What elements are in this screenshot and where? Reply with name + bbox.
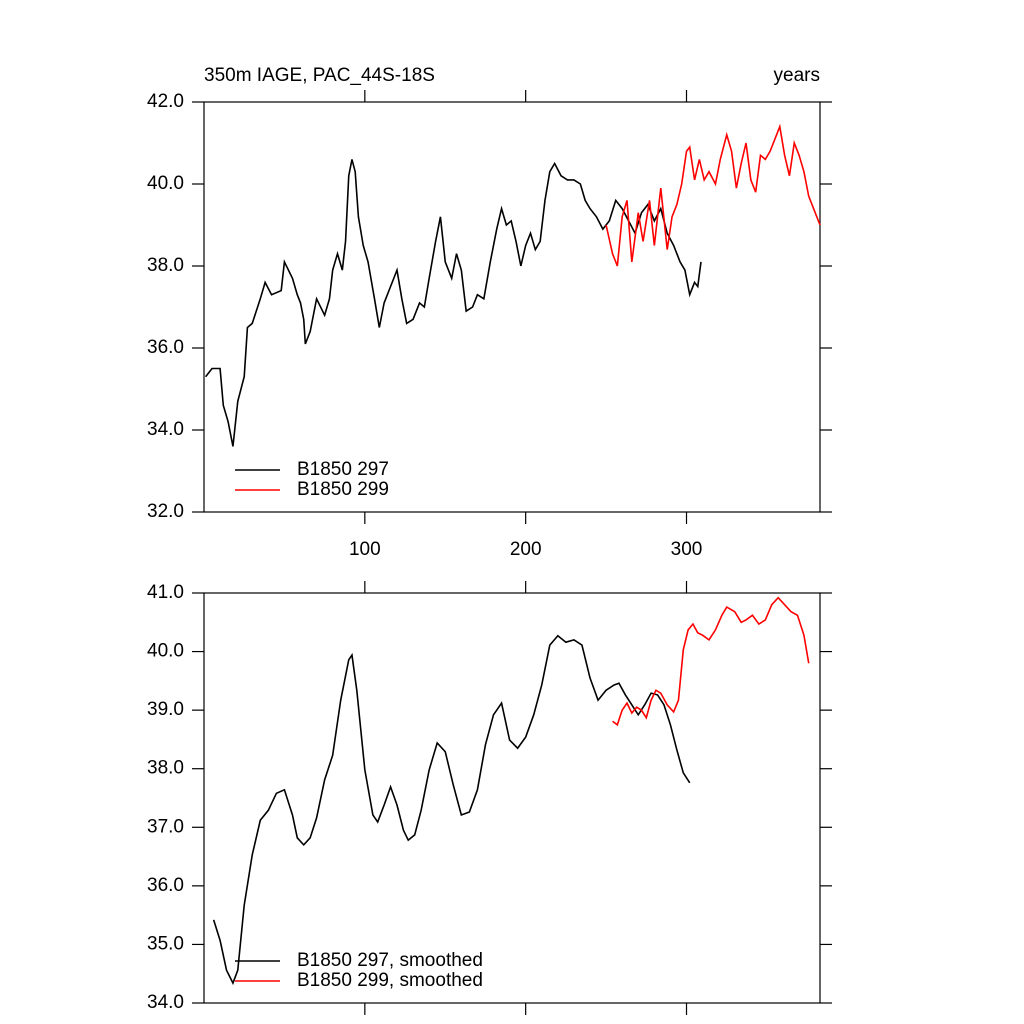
y-tick-label: 34.0 bbox=[147, 992, 184, 1013]
legend-label: B1850 299 bbox=[297, 479, 389, 500]
y-tick-label: 40.0 bbox=[147, 641, 184, 662]
y-tick-label: 41.0 bbox=[147, 582, 184, 603]
plot-frame bbox=[203, 101, 821, 513]
legend-label: B1850 297 bbox=[297, 459, 389, 480]
y-tick-label: 38.0 bbox=[147, 758, 184, 779]
chart-title-right: years bbox=[774, 65, 820, 86]
y-tick-label: 42.0 bbox=[147, 91, 184, 112]
x-tick-label: 300 bbox=[671, 539, 703, 560]
legend-label: B1850 299, smoothed bbox=[297, 970, 483, 991]
y-tick-label: 37.0 bbox=[147, 816, 184, 837]
x-tick-label: 200 bbox=[510, 539, 542, 560]
legend-label: B1850 297, smoothed bbox=[297, 950, 483, 971]
series-line bbox=[605, 123, 821, 267]
y-tick-label: 39.0 bbox=[147, 699, 184, 720]
x-tick-label: 100 bbox=[349, 539, 381, 560]
plot-frame bbox=[203, 592, 821, 1004]
y-tick-label: 34.0 bbox=[147, 419, 184, 440]
series-line bbox=[204, 159, 702, 447]
y-tick-label: 32.0 bbox=[147, 501, 184, 522]
chart-title: 350m IAGE, PAC_44S-18S bbox=[204, 65, 435, 86]
y-tick-label: 36.0 bbox=[147, 337, 184, 358]
y-tick-label: 36.0 bbox=[147, 875, 184, 896]
series-line bbox=[612, 596, 810, 727]
series-line bbox=[212, 634, 691, 986]
y-tick-label: 40.0 bbox=[147, 173, 184, 194]
y-tick-label: 38.0 bbox=[147, 255, 184, 276]
y-tick-label: 35.0 bbox=[147, 933, 184, 954]
